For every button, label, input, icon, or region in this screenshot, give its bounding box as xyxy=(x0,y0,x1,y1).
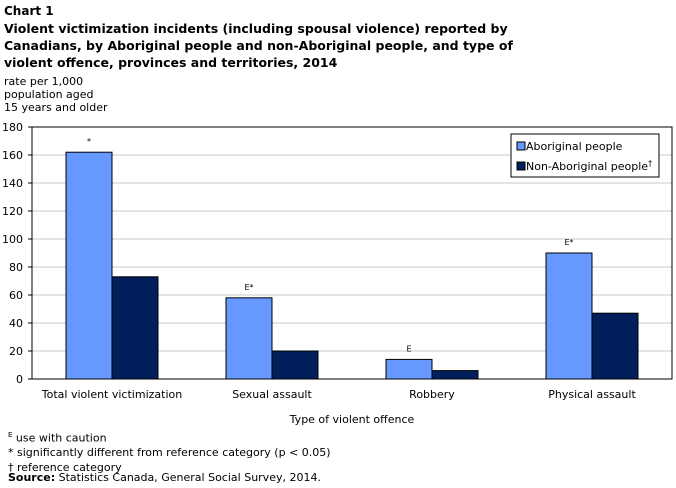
bar xyxy=(225,297,273,380)
chart-title: Violent victimization incidents (includi… xyxy=(4,21,513,70)
y-tick-label: 120 xyxy=(2,205,23,218)
footnote: * significantly different from reference… xyxy=(8,446,331,461)
plot-frame xyxy=(31,126,673,380)
y-tick-label: 180 xyxy=(2,121,23,134)
y-tick-label: 160 xyxy=(2,149,23,162)
source-text: Statistics Canada, General Social Survey… xyxy=(55,471,321,484)
footnote: † reference category xyxy=(8,461,331,476)
y-tick-label: 80 xyxy=(9,261,23,274)
y-unit-line: 15 years and older xyxy=(4,101,108,114)
y-tick-label: 140 xyxy=(2,177,23,190)
bar xyxy=(111,276,159,380)
legend-label: Aboriginal people xyxy=(526,140,623,153)
footnote-text: reference category xyxy=(13,460,122,474)
y-unit-line: population aged xyxy=(4,88,94,101)
footnotes: E use with caution * significantly diffe… xyxy=(8,428,331,475)
y-unit-line: rate per 1,000 xyxy=(4,75,84,88)
bar xyxy=(271,350,319,380)
x-tick-label: Sexual assault xyxy=(232,388,312,401)
y-axis-unit-label: rate per 1,000 population aged 15 years … xyxy=(4,75,108,114)
footnote-text: use with caution xyxy=(12,431,107,445)
x-tick-label: Robbery xyxy=(409,388,455,401)
bar-data-label: * xyxy=(87,137,91,146)
y-tick-label: 20 xyxy=(9,345,23,358)
bar xyxy=(431,370,479,380)
chart-number: Chart 1 xyxy=(4,4,54,18)
source-label: Source: xyxy=(8,471,56,484)
bar xyxy=(65,151,113,380)
legend-swatch xyxy=(516,161,526,171)
legend-label-superscript: † xyxy=(648,159,652,168)
footnote-symbol: † xyxy=(8,460,14,474)
legend-label: Non-Aboriginal people† xyxy=(526,159,652,173)
footnote-symbol: * xyxy=(8,446,14,460)
bar-data-label: E xyxy=(406,344,411,353)
bar xyxy=(385,358,433,380)
footnote: E use with caution xyxy=(8,428,331,446)
bar xyxy=(545,252,593,380)
bar-data-label: E* xyxy=(564,238,573,247)
bar-data-label: E* xyxy=(244,283,253,292)
footnote-symbol: E xyxy=(8,431,13,439)
legend-swatch xyxy=(516,141,526,151)
bar xyxy=(591,312,639,380)
y-tick-label: 40 xyxy=(9,317,23,330)
legend-box xyxy=(510,133,660,178)
source-note: Source: Statistics Canada, General Socia… xyxy=(8,471,321,484)
footnote-text: significantly different from reference c… xyxy=(13,446,331,460)
x-tick-label: Physical assault xyxy=(548,388,636,401)
y-tick-label: 0 xyxy=(16,373,23,386)
x-axis-title: Type of violent offence xyxy=(289,413,415,426)
y-tick-label: 60 xyxy=(9,289,23,302)
x-tick-label: Total violent victimization xyxy=(41,388,182,401)
y-tick-label: 100 xyxy=(2,233,23,246)
